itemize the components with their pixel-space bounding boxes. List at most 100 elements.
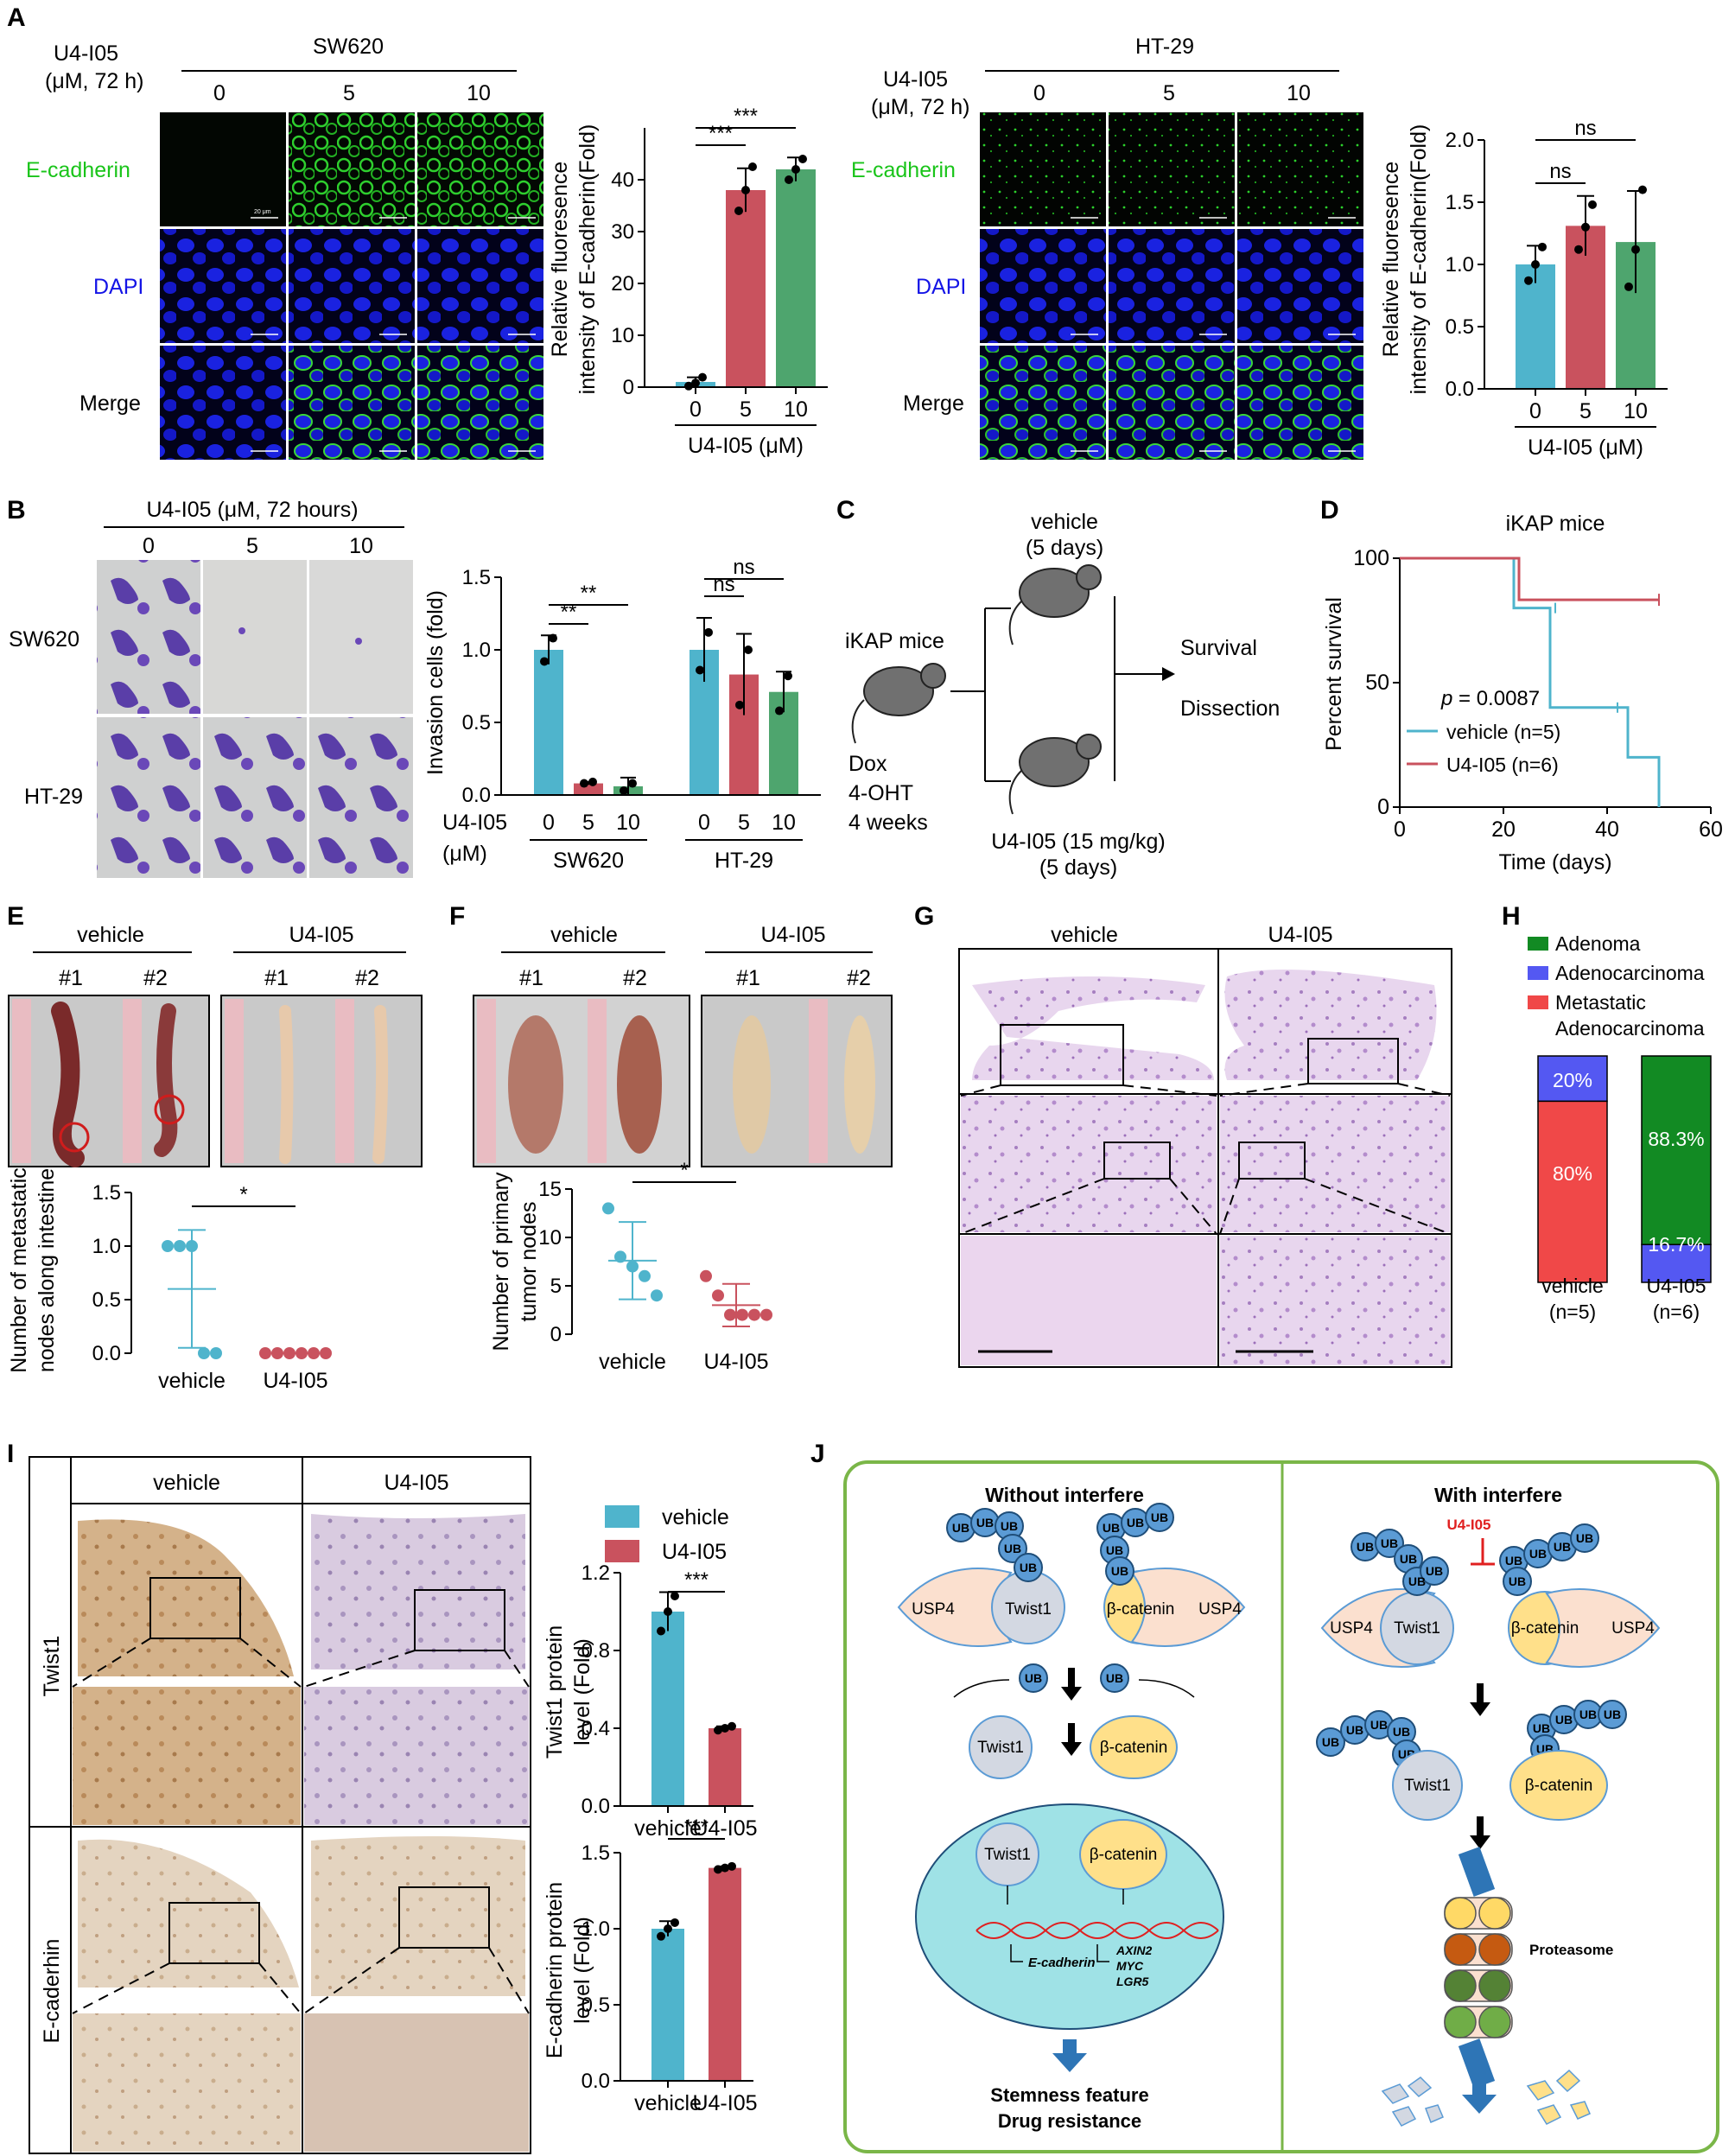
g-he-lowmag-vehicle (972, 976, 1214, 1080)
f-group-vehicle: vehicle (550, 923, 618, 947)
y-axis-label: Percent survival (1322, 597, 1346, 751)
e-photo-drug (220, 995, 423, 1167)
j-ub-label: UB (1357, 1540, 1374, 1554)
g-he-midmag-drug (1220, 1096, 1450, 1232)
survival-curve (1400, 556, 1661, 807)
f-ruler (588, 999, 607, 1163)
x-tick-label: 40 (1595, 817, 1619, 842)
y-axis-label: intensity of E-cadherin(Fold) (1407, 124, 1431, 395)
panel-letter-A: A (7, 3, 26, 32)
a-right-cell-line: HT-29 (1135, 35, 1194, 59)
i-group-drug: U4-I05 (384, 1471, 448, 1495)
i-zoom-box (414, 1589, 505, 1651)
x-tick-label: 10 (784, 397, 808, 422)
data-point (162, 1240, 174, 1252)
g-zoom-box (1103, 1142, 1171, 1180)
j-ub-label: UB (1020, 1561, 1037, 1574)
x-row-label: (μM) (442, 842, 487, 866)
j-ub-label: UB (1127, 1516, 1144, 1530)
y-tick-label: 0 (550, 1323, 562, 1346)
j-usp4-label: USP4 (1198, 1600, 1242, 1619)
stacked-bar-segment (1641, 1243, 1712, 1283)
j-ub-label: UB (1554, 1540, 1571, 1554)
a-left-merge-5 (289, 346, 415, 460)
a-left-dose-0: 0 (213, 81, 226, 105)
y-tick-label: 0.4 (582, 1717, 610, 1740)
data-point (712, 1289, 724, 1302)
i-zoom-box (168, 1902, 260, 1964)
panel-f: vehicle U4-I05 #1 #2 #1 #2 (473, 923, 893, 1167)
data-point (741, 186, 750, 194)
b-row-ht29: HT-29 (24, 785, 83, 809)
y-tick-label: 10 (611, 324, 634, 347)
bar (709, 1867, 741, 2081)
e-photo-vehicle (8, 995, 210, 1167)
f-id-2: #2 (623, 966, 647, 990)
j-ub-label: UB (1408, 1574, 1426, 1588)
j-nucleus (915, 1803, 1224, 2030)
j-down-arrow-blue-right (1462, 2081, 1497, 2114)
panel-letter-D: D (1320, 496, 1339, 525)
j-ub-label: UB (1151, 1510, 1168, 1524)
e-id-4: #2 (355, 966, 379, 990)
j-target-lgr5: LGR5 (1116, 1975, 1149, 1988)
a-right-treatment: U4-I05 (883, 67, 948, 92)
i-zoom-lines (72, 1638, 530, 2014)
y-tick-label: 1.5 (582, 1841, 610, 1865)
data-point (721, 1724, 729, 1733)
i-legend-swatch-drug (605, 1540, 639, 1562)
data-point (259, 1347, 271, 1359)
x-tick-label: 20 (1491, 817, 1516, 842)
x-tick-label: vehicle (634, 1816, 702, 1841)
a-right-treatment-unit: (μM, 72 h) (871, 95, 969, 119)
i-ihc-ecad-vehicle-high (73, 2013, 301, 2152)
g-group-drug: U4-I05 (1268, 923, 1332, 947)
data-point (174, 1240, 186, 1252)
f-tumor-tissue (733, 1015, 771, 1154)
significance-label: *** (684, 1816, 709, 1839)
j-bcat-free (1090, 1715, 1178, 1779)
data-point (785, 175, 793, 184)
bar (776, 169, 816, 387)
panel-letter-I: I (7, 1440, 14, 1468)
y-tick-label: 0.0 (1446, 378, 1474, 401)
e-metastasis-circle (59, 1122, 90, 1153)
j-ub-label: UB (1604, 1708, 1621, 1721)
y-tick-label: 0.5 (92, 1288, 121, 1312)
e-group-vehicle: vehicle (77, 923, 144, 947)
data-point (651, 1289, 663, 1302)
j-ub-label: UB (1400, 1552, 1417, 1566)
bar (1516, 264, 1555, 389)
y-axis-label: tumor nodes (517, 1202, 541, 1322)
e-metastasis-circle (154, 1094, 185, 1125)
j-proteasome (1444, 1897, 1513, 2038)
x-tick-label: 5 (582, 811, 594, 835)
data-point (798, 155, 807, 163)
y-tick-label: 1.5 (462, 566, 491, 589)
data-point (714, 1726, 722, 1735)
data-point (704, 627, 713, 637)
b-dose-0: 0 (143, 534, 155, 558)
h-bar-label-drug-n: (n=6) (1653, 1301, 1700, 1323)
x-tick-label: 10 (1624, 399, 1648, 423)
i-zoom-box (398, 1886, 490, 1949)
bar (651, 1929, 684, 2081)
a-scale-bars (251, 217, 1356, 452)
b-cell-dot (238, 627, 245, 634)
j-ub-label: UB (1509, 1574, 1526, 1588)
c-induction-dox: Dox (848, 752, 887, 776)
data-point (657, 1626, 665, 1636)
mouse-icon (1008, 564, 1102, 646)
y-axis-label: intensity of E-cadherin(Fold) (575, 124, 600, 395)
y-tick-label: 5 (550, 1275, 562, 1298)
y-tick-label: 0 (1377, 795, 1389, 819)
data-point (588, 777, 597, 786)
y-tick-label: 1.0 (92, 1235, 121, 1258)
g-he-lowmag-drug (1224, 970, 1437, 1080)
y-axis-label: Relative fluoresence (1379, 162, 1403, 358)
panel-c: vehicle (5 days) iKAP mice Dox 4-OHT 4 w… (845, 510, 1280, 880)
data-point (1638, 185, 1647, 194)
